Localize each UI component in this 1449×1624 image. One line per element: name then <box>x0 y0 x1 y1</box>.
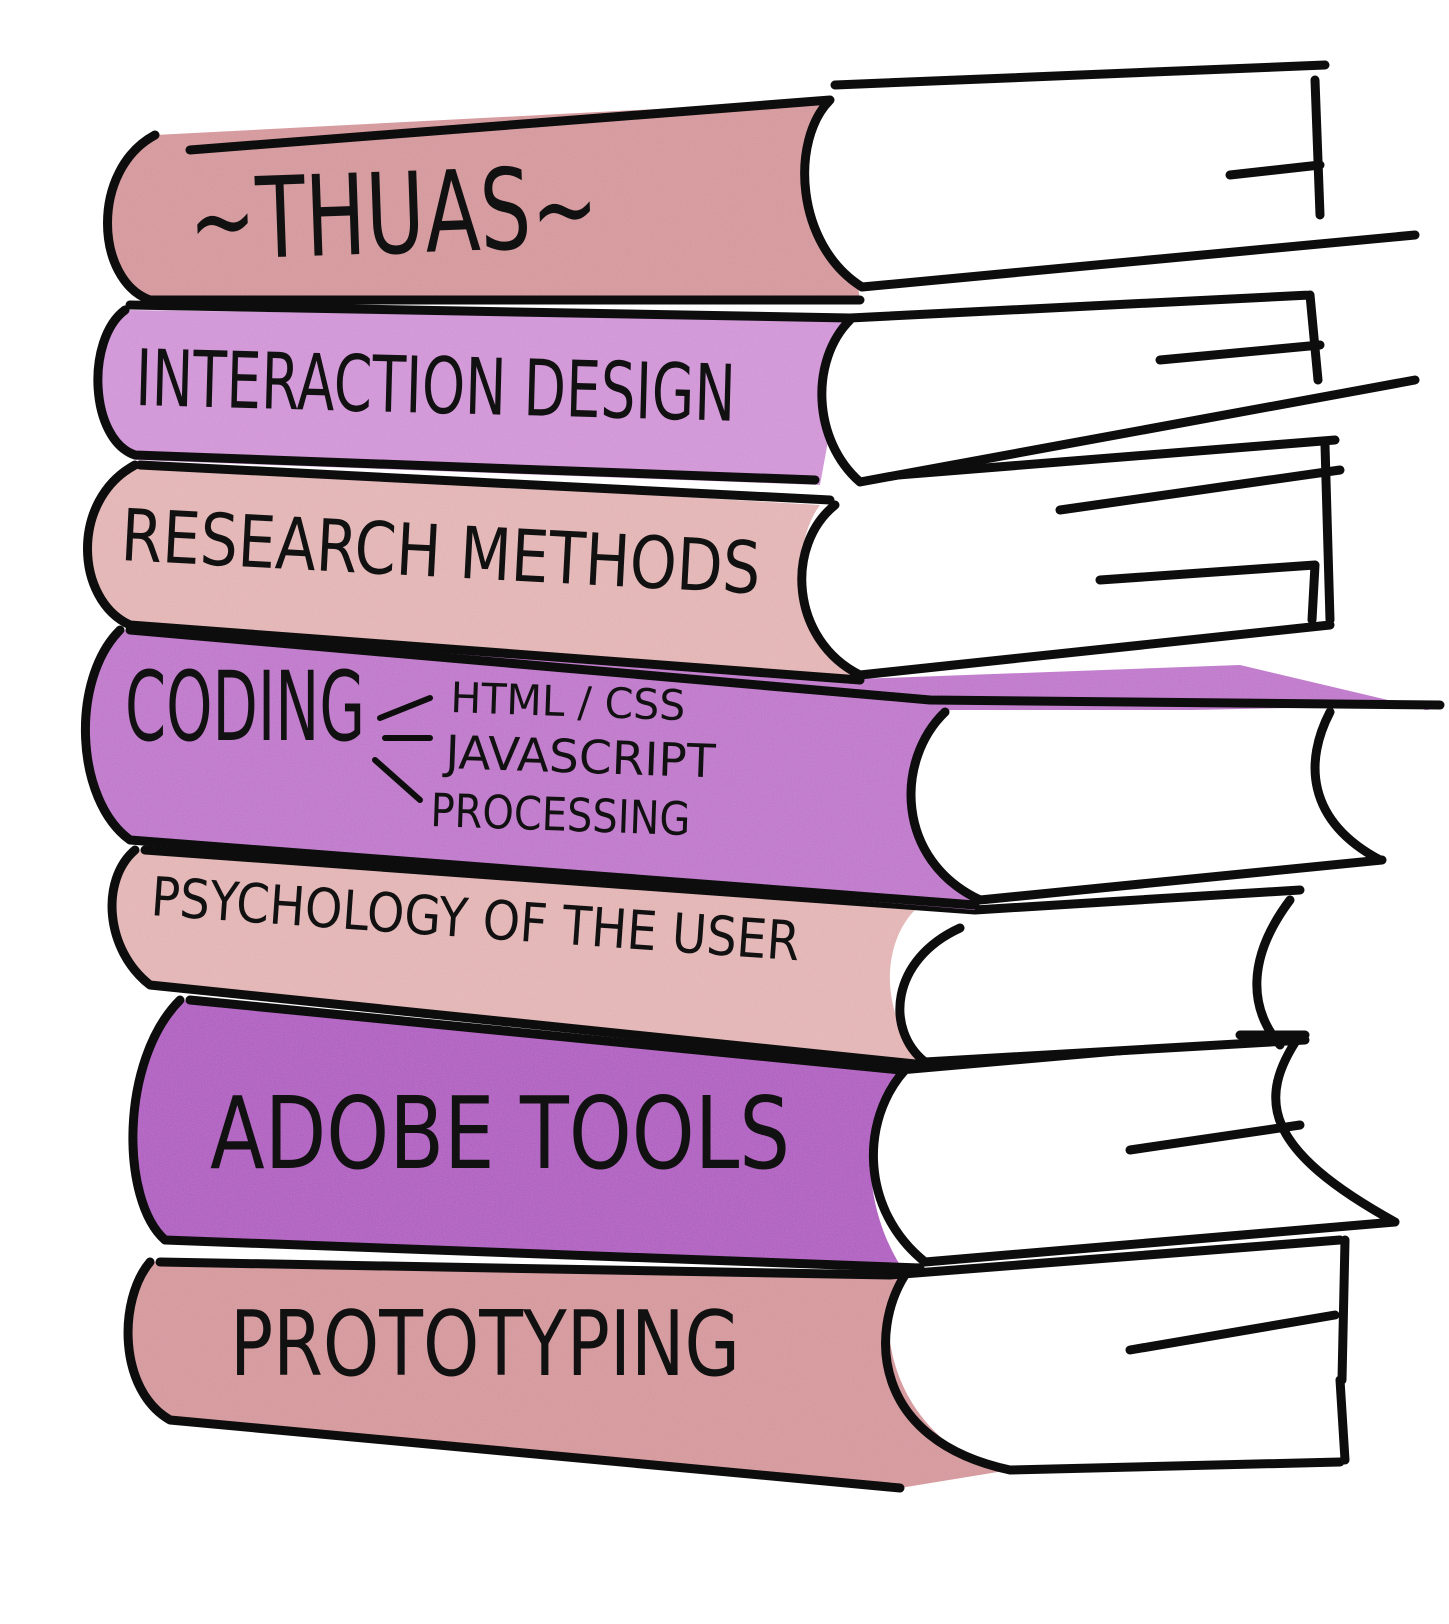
book-title-interaction-design: INTERACTION DESIGN <box>135 334 737 440</box>
book-prototyping-outline <box>123 1235 1350 1493</box>
coding-topic-html-css: HTML / CSS <box>450 673 687 730</box>
book-prototyping <box>123 1235 1350 1493</box>
book-research-methods-pages <box>800 470 1325 675</box>
book-thuas <box>103 60 1420 305</box>
book-research-methods-spine <box>87 465 860 680</box>
coding-topic-connector <box>372 695 433 803</box>
book-title-adobe-tools: ADOBE TOOLS <box>210 1075 790 1192</box>
book-thuas-spine <box>107 100 860 300</box>
book-interaction-design-pages <box>820 295 1410 480</box>
book-thuas-pages <box>802 65 1410 290</box>
coding-topic-javascript: JAVASCRIPT <box>442 725 718 789</box>
book-prototyping-pages <box>888 1240 1345 1470</box>
book-coding-outline <box>80 625 1445 910</box>
book-research-methods-outline <box>83 435 1345 685</box>
book-adobe-tools-spine <box>132 1000 921 1268</box>
book-adobe-tools <box>128 995 1400 1273</box>
book-research-methods <box>83 435 1345 685</box>
book-psychology-spine <box>113 850 925 1065</box>
book-adobe-tools-pages <box>870 1055 1390 1265</box>
book-interaction-design <box>93 290 1420 487</box>
book-interaction-design-spine <box>97 310 851 485</box>
book-interaction-design-outline <box>93 290 1420 487</box>
book-psychology <box>107 845 1310 1070</box>
book-title-coding: CODING <box>125 651 365 763</box>
book-prototyping-spine <box>127 1262 1010 1488</box>
book-coding-pages <box>911 705 1440 900</box>
book-psychology-outline <box>107 845 1310 1070</box>
book-thuas-outline <box>103 60 1420 305</box>
book-title-thuas: ~THUAS~ <box>186 143 600 287</box>
book-psychology-pages <box>889 900 1290 1060</box>
book-title-prototyping: PROTOTYPING <box>230 1292 740 1397</box>
coding-topic-processing: PROCESSING <box>430 783 692 846</box>
